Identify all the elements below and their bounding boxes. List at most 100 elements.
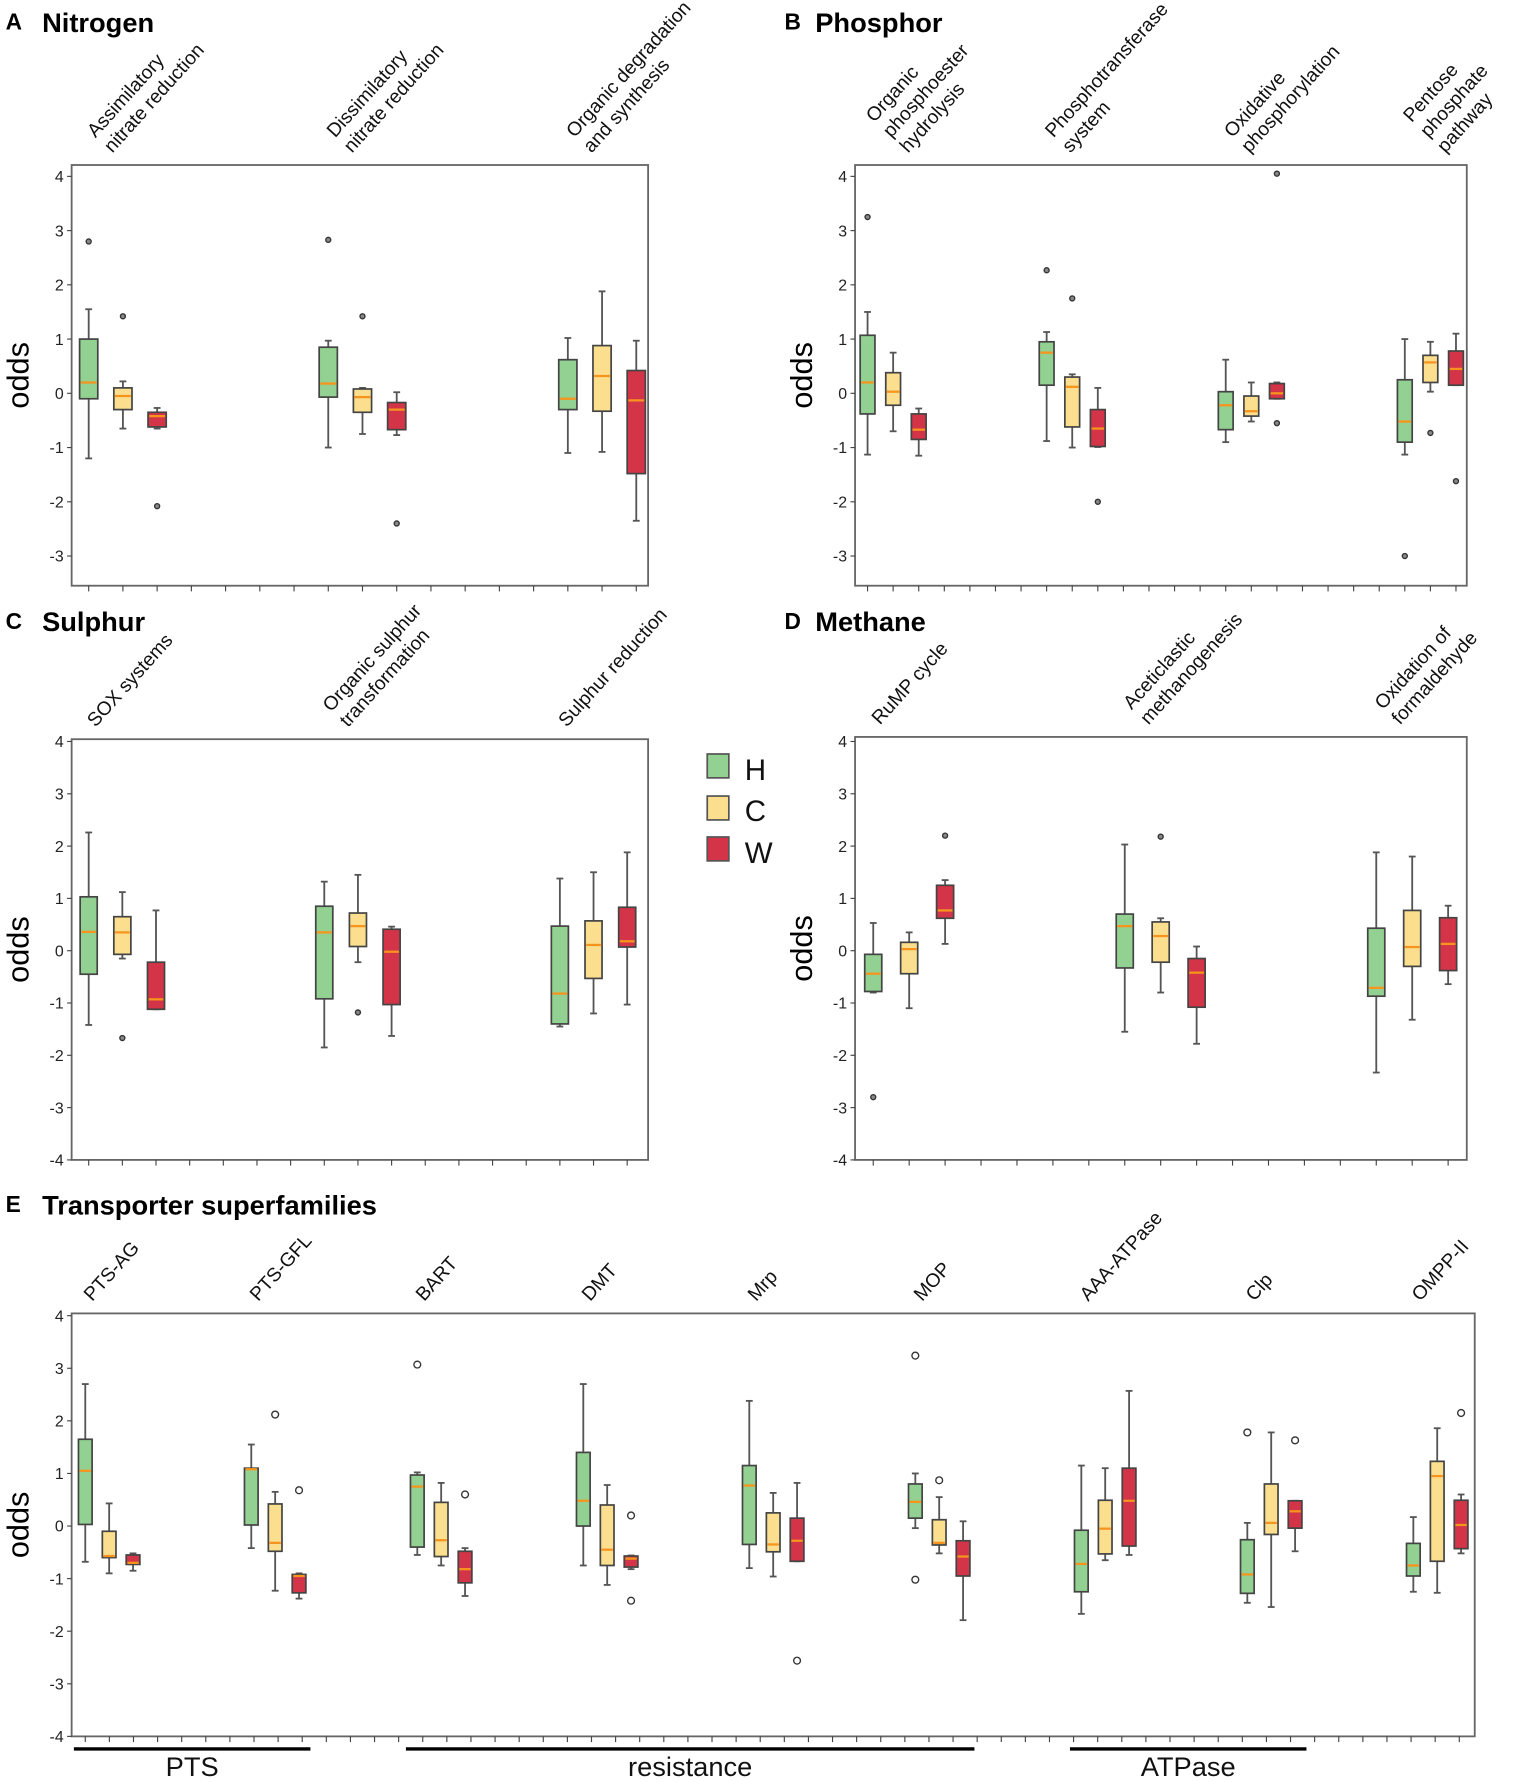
y-tick-label: 4 [838,169,847,186]
legend-label-w: W [745,837,773,870]
box-c [112,387,133,411]
box-w [1187,957,1206,1009]
box-group: BART [409,1253,473,1597]
y-axis-label: odds [0,916,35,983]
y-axis-label: odds [784,915,819,982]
y-tick-label: -3 [50,1676,64,1693]
panel-b-letter: B [785,9,801,35]
y-tick-label: 0 [838,943,847,960]
legend-swatch-c [706,795,730,821]
box-c [599,1504,615,1567]
box-h [1073,1529,1089,1593]
outlier-point [85,238,92,245]
category-label: Phosphotransferasesystem [1042,0,1190,157]
outlier-point [1452,477,1460,485]
outlier-point [354,1009,362,1016]
category-label: Dissimilatorynitrate reduction [323,25,448,157]
box-group: PTS-AG [77,1238,144,1575]
box-c [899,941,919,975]
box-w [1287,1499,1303,1529]
box-group: Oxidation offormaldehyde [1366,623,1482,1074]
outlier-point [1427,429,1434,437]
panel-e-letter: E [6,1191,21,1217]
y-tick-label: 2 [55,839,64,856]
box-w [955,1539,971,1577]
box-h [314,905,334,1000]
box-h [859,334,876,415]
y-tick-label: 1 [838,332,847,349]
box-h [79,895,99,976]
outlier-point [1043,267,1050,274]
category-label-line: Sulphur reduction [555,605,672,732]
y-tick-label: -2 [50,1048,64,1065]
box-w [457,1550,473,1584]
plot-frame [854,164,1468,587]
box-c [1429,1460,1445,1563]
panel-a-title: Nitrogen [42,7,154,38]
y-tick-label: -2 [50,494,64,511]
box-h [557,358,578,411]
outlier-point [325,236,332,244]
box-h [318,346,339,398]
category-label: Assimilatorynitrate reduction [84,25,209,157]
y-tick-label: 1 [55,891,64,908]
outlier-point [119,1034,126,1042]
y-tick-label: 2 [55,278,64,295]
y-tick-label: 2 [838,839,847,856]
box-w [146,961,166,1011]
outlier-point [393,520,400,527]
box-group: Organicphosphoesterhydrolysis [859,40,974,457]
y-tick-label: -1 [50,440,64,457]
box-h [1396,378,1414,443]
outlier-point [792,1656,802,1665]
y-tick-label: 3 [838,223,847,240]
outlier-point [294,1486,304,1495]
category-label-line: DMT [578,1260,622,1305]
outlier-point [1273,170,1281,177]
box-group: PTS-GFL [243,1231,317,1600]
panel-b: 4 3 2 1 0 -1 -2 -3 odds Organicphosphoesterhydrol… [784,0,1498,592]
box-group: AAA-ATPase [1073,1208,1167,1615]
box-c [433,1501,449,1558]
outlier-point [1401,552,1408,560]
y-tick-label: -4 [50,1153,64,1170]
box-c [1151,921,1171,964]
y-tick-label: 3 [55,1361,64,1378]
category-label: Aceticlasticmethanogenesis [1120,594,1247,729]
category-label: OMPP-II [1408,1236,1473,1305]
category-label-line: Organic degradation [563,0,696,142]
box-c [1063,376,1081,428]
outlier-point [1273,419,1281,427]
outlier-point [1456,1408,1466,1418]
outlier-point [271,1410,280,1419]
y-tick-label: 1 [55,1466,64,1483]
box-group: DMT [575,1260,639,1605]
box-h [77,1438,93,1526]
outlier-point [864,213,871,221]
box-h [78,338,99,400]
box-c [348,912,368,948]
y-tick-label: 3 [838,786,847,803]
category-label: Oxidativephosphorylation [1221,26,1345,157]
panel-d: 4 3 2 1 0 -1 -2 -3 -4 odds RuMP cycle Aceticlasticm… [784,594,1482,1170]
y-tick-label: -1 [833,440,847,457]
box-group: Organic sulphurtransformation [314,600,434,1049]
box-c [267,1503,283,1553]
y-tick-label: 4 [838,734,847,751]
category-label-line: PTS-GFL [246,1231,316,1306]
box-h [741,1464,757,1546]
box-w [935,884,955,920]
category-label: Clp [1242,1270,1277,1306]
group-bracket-label: PTS [166,1751,219,1782]
box-w [125,1554,141,1566]
box-h [243,1467,259,1526]
panel-c: 4 3 2 1 0 -1 -2 -3 -4 odds SOX systems Organic sulp… [0,600,671,1169]
box-h [409,1474,425,1548]
box-group: SOX systems [79,630,178,1042]
category-label-line: OMPP-II [1408,1236,1473,1305]
category-label: Mrp [744,1267,782,1306]
category-label-line: PTS-AG [80,1238,144,1305]
y-tick-label: -4 [833,1153,847,1170]
y-tick-label: -2 [833,494,847,511]
